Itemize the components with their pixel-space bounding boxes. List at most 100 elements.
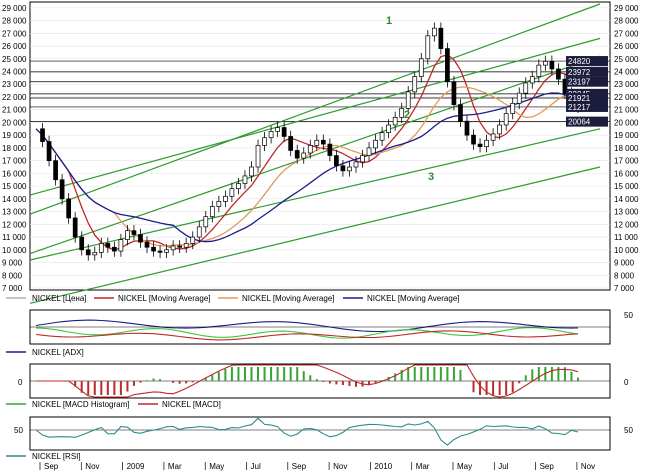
adx-line-3: [35, 330, 579, 341]
month-label: May: [209, 462, 224, 471]
tick-label-left: 14 000: [2, 195, 27, 204]
candle-body: [209, 206, 215, 218]
adx-tick-50: 50: [624, 311, 633, 320]
level-box-label: 24820: [568, 57, 591, 66]
level-box: [566, 66, 608, 77]
candle-body: [399, 108, 405, 118]
channel-line: [29, 3, 601, 215]
candle-body: [438, 27, 444, 49]
tick-label-right: 14 000: [614, 195, 639, 204]
candle-body: [262, 137, 267, 146]
candle-body: [412, 76, 418, 93]
month-label: Sep: [44, 462, 59, 471]
candle-body: [59, 179, 65, 200]
channel-line: [29, 37, 601, 196]
price-legend: NICKEL [Цена] NICKEL [Moving Average] NI…: [6, 294, 460, 303]
tick-label-left: 11 000: [2, 233, 26, 242]
candle-body: [431, 27, 437, 37]
legend-price: NICKEL [Цена]: [32, 294, 87, 303]
candle-body: [503, 113, 509, 126]
rsi-path: [35, 417, 579, 446]
legend-ma-3: NICKEL [Moving Average]: [367, 294, 460, 303]
candle-body: [490, 133, 496, 141]
channel-label-3: 3: [428, 171, 434, 183]
legend-macd: NICKEL [MACD]: [162, 400, 221, 409]
candle-body: [405, 91, 411, 109]
tick-label-left: 9 000: [2, 259, 23, 268]
legend-macd-hist: NICKEL [MACD Histogram]: [32, 400, 130, 409]
candle-body: [307, 145, 313, 154]
price-candles: [40, 22, 581, 261]
candle-body: [249, 166, 254, 177]
tick-label-left: 28 000: [2, 17, 27, 26]
candle-body: [144, 241, 150, 248]
candle-body: [477, 143, 483, 147]
tick-label-left: 26 000: [2, 42, 27, 51]
candle-body: [72, 217, 78, 238]
candle-body: [151, 246, 156, 252]
month-label: 2009: [127, 462, 145, 471]
adx-line-1: [35, 319, 579, 333]
level-box: [566, 56, 608, 67]
tick-label-left: 29 000: [2, 4, 27, 13]
tick-label-right: 15 000: [614, 182, 639, 191]
candle-body: [46, 141, 52, 161]
tick-label-right: 16 000: [614, 169, 639, 178]
candle-body: [451, 81, 457, 105]
tick-label-right: 8 000: [614, 271, 635, 280]
macd-tick-right: 0: [624, 378, 629, 387]
legend-rsi: NICKEL [RSI]: [32, 452, 81, 461]
tick-label-left: 22 000: [2, 93, 27, 102]
candle-body: [131, 230, 137, 235]
tick-label-left: 13 000: [2, 208, 27, 217]
candle-body: [164, 249, 169, 253]
candle-body: [536, 64, 542, 77]
month-label: Nov: [333, 462, 347, 471]
candle-body: [360, 155, 365, 163]
month-label: Jul: [251, 462, 261, 471]
candle-body: [373, 139, 378, 149]
candle-body: [347, 166, 352, 172]
candle-body: [549, 60, 555, 70]
level-box-label: 21921: [568, 94, 591, 103]
candle-body: [242, 175, 248, 184]
candle-body: [125, 230, 130, 240]
tick-label-right: 12 000: [614, 220, 639, 229]
level-box: [566, 101, 608, 112]
candle-body: [79, 236, 85, 251]
price-panel: [29, 1, 611, 291]
month-label: Mar: [168, 462, 182, 471]
moving-averages: [35, 54, 579, 251]
candle-body: [255, 145, 261, 168]
month-label: 2010: [374, 462, 392, 471]
candle-body: [510, 102, 516, 114]
tick-label-right: 18 000: [614, 144, 639, 153]
candle-body: [53, 160, 58, 181]
candle-body: [366, 147, 372, 156]
level-box-label: 23972: [568, 68, 591, 77]
candle-body: [301, 152, 307, 159]
candle-body: [379, 132, 385, 141]
candle-body: [392, 116, 398, 126]
level-box: [566, 92, 608, 103]
moving-average-2: [35, 86, 579, 247]
tick-label-right: 21 000: [614, 106, 639, 115]
tick-label-left: 8 000: [2, 271, 23, 280]
candle-body: [138, 234, 143, 243]
month-label: Jul: [498, 462, 508, 471]
candle-body: [105, 243, 111, 248]
tick-label-right: 11 000: [614, 233, 638, 242]
moving-average-3: [35, 92, 579, 243]
candle-body: [445, 48, 450, 83]
month-label: Nov: [581, 462, 595, 471]
candle-body: [281, 127, 287, 137]
rsi-tick-left: 50: [14, 426, 23, 435]
channel-line: [29, 55, 601, 255]
candle-body: [40, 128, 45, 142]
candle-body: [118, 239, 124, 252]
candle-body: [516, 92, 522, 104]
rsi-line: [30, 417, 610, 446]
candle-body: [353, 161, 359, 168]
